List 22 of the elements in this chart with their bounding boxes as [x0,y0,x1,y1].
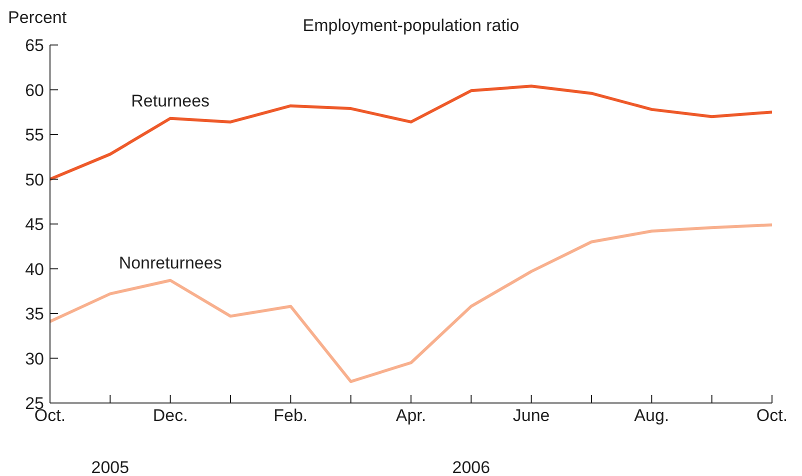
x-tick-label: Dec. [152,406,188,426]
y-tick-label: 60 [25,80,44,100]
y-tick-label: 65 [25,36,44,56]
series-label: Nonreturnees [118,253,222,272]
text: 2005 [90,458,130,476]
y-tick-label: 30 [25,349,44,368]
y-tick-label: 40 [25,260,44,279]
line-series [50,84,772,181]
line-series [50,223,772,384]
x-tick-label: June [512,406,550,426]
chart-title: Employment-population ratio [302,16,520,35]
x-tick-label: Feb. [274,406,308,426]
x-tick-label: Apr. [396,406,426,426]
y-tick-label: 55 [25,126,44,145]
x-tick-label: Oct. [756,406,788,426]
series-label: Returnees [131,91,210,110]
y-axis-title: Percent [8,8,67,28]
y-tick-label: 50 [25,170,44,190]
text: 2006 [451,458,492,476]
x-tick-label: Aug. [634,406,670,426]
y-tick-label: 45 [25,215,44,234]
y-tick-label: 35 [25,304,44,324]
